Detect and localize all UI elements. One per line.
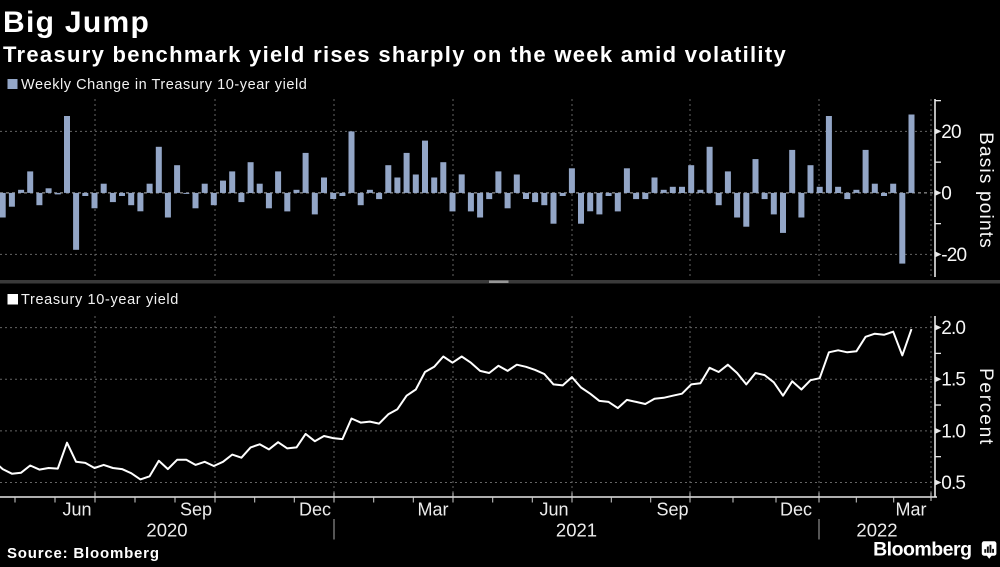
svg-text:-20: -20 <box>941 245 966 266</box>
svg-text:Treasury benchmark yield rises: Treasury benchmark yield rises sharply o… <box>3 42 787 67</box>
svg-text:Jun: Jun <box>539 500 568 520</box>
svg-text:Mar: Mar <box>896 500 927 520</box>
svg-text:Treasury 10-year yield: Treasury 10-year yield <box>21 292 179 308</box>
svg-text:0: 0 <box>941 183 951 204</box>
svg-text:2021: 2021 <box>556 520 597 541</box>
svg-text:2020: 2020 <box>146 520 187 541</box>
svg-text:2022: 2022 <box>856 520 897 541</box>
svg-text:1.0: 1.0 <box>941 421 965 442</box>
svg-text:20: 20 <box>941 122 961 143</box>
svg-text:1.5: 1.5 <box>941 370 965 391</box>
svg-text:0.5: 0.5 <box>941 473 965 494</box>
svg-text:Sep: Sep <box>656 500 688 520</box>
svg-text:Mar: Mar <box>418 500 449 520</box>
svg-text:Jun: Jun <box>62 500 91 520</box>
svg-text:Basis points: Basis points <box>975 132 996 249</box>
svg-text:Weekly Change in Treasury 10-y: Weekly Change in Treasury 10-year yield <box>21 77 307 93</box>
svg-text:Source: Bloomberg: Source: Bloomberg <box>7 545 160 562</box>
svg-text:Dec: Dec <box>299 500 331 520</box>
svg-text:Bloomberg: Bloomberg <box>873 539 971 561</box>
svg-text:Percent: Percent <box>975 368 996 446</box>
svg-text:Big Jump: Big Jump <box>3 6 150 39</box>
svg-text:Sep: Sep <box>180 500 212 520</box>
svg-text:Dec: Dec <box>780 500 812 520</box>
svg-text:2.0: 2.0 <box>941 318 965 339</box>
